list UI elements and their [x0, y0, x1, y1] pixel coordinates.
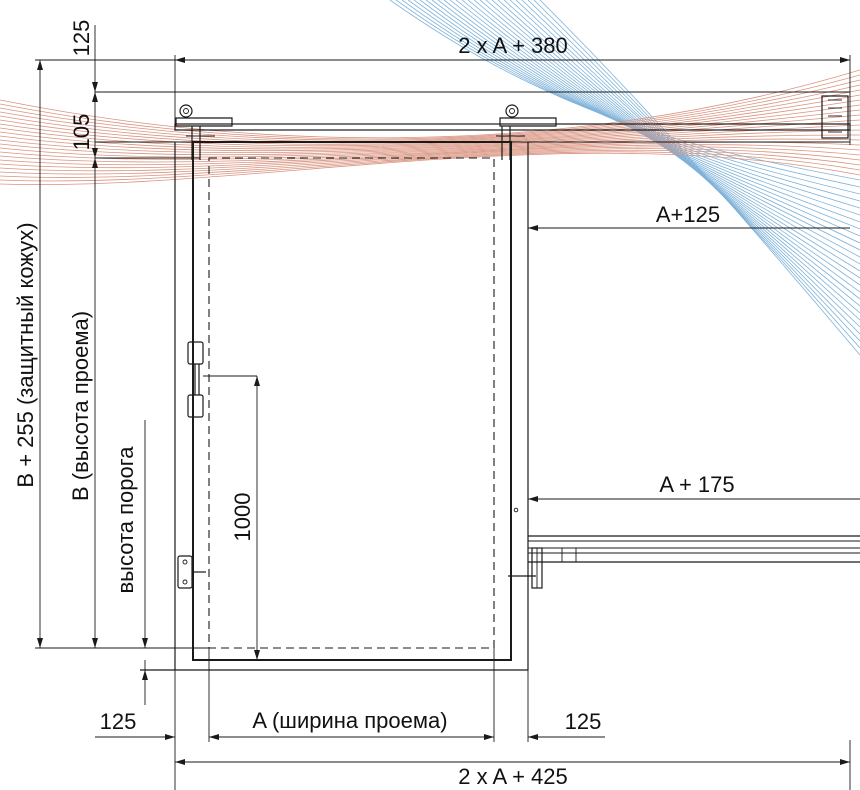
moire-line-blue — [509, 0, 860, 321]
label-right-upper: A+125 — [656, 202, 720, 227]
moire-line-red — [0, 79, 860, 141]
moire-pattern-red — [0, 69, 860, 185]
moire-line-red — [0, 129, 860, 158]
moire-pattern-blue — [389, 0, 860, 356]
moire-line-red — [0, 124, 860, 156]
floor-guide — [177, 555, 206, 589]
label-opening-width: A (ширина проема) — [252, 708, 447, 733]
floor-track — [528, 535, 860, 589]
label-cover-height: B + 255 (защитный кожух) — [13, 222, 38, 487]
moire-line-red — [0, 114, 860, 152]
label-top-total: 2 x A + 380 — [458, 33, 567, 58]
door-stopper — [508, 507, 536, 596]
door-leaf — [140, 141, 529, 671]
moire-line-red — [0, 69, 860, 139]
dimension-arrows — [37, 57, 850, 765]
moire-line-blue — [491, 0, 860, 300]
moire-line-red — [0, 134, 860, 160]
moire-line-red — [0, 99, 860, 147]
dimension-lines — [35, 25, 860, 790]
moire-line-red — [0, 104, 860, 148]
moire-line-blue — [515, 0, 860, 328]
opening-outline — [208, 157, 495, 649]
moire-line-red — [0, 152, 860, 185]
moire-line-red — [0, 89, 860, 144]
moire-line-blue — [497, 0, 860, 307]
moire-line-red — [0, 84, 860, 142]
moire-line-red — [0, 74, 860, 140]
label-bottom-right-margin: 125 — [565, 709, 602, 734]
roller-right — [496, 104, 557, 160]
moire-line-blue — [503, 0, 860, 314]
label-header-height: 105 — [69, 114, 94, 151]
moire-line-red — [0, 119, 860, 154]
moire-line-red — [0, 151, 860, 182]
label-threshold-height: высота порога — [113, 446, 138, 594]
label-top-gap: 125 — [69, 20, 94, 57]
label-opening-height: B (высота проема) — [68, 311, 93, 501]
moire-line-blue — [539, 0, 860, 356]
moire-line-red — [0, 138, 860, 163]
moire-line-blue — [533, 0, 860, 349]
moire-line-red — [0, 149, 860, 178]
label-bottom-left-margin: 125 — [100, 709, 137, 734]
door-handle — [187, 341, 204, 418]
moire-line-red — [0, 144, 860, 169]
label-right-lower: A + 175 — [659, 472, 734, 497]
moire-line-blue — [395, 0, 860, 188]
label-bottom-total: 2 x A + 425 — [458, 764, 567, 789]
moire-line-red — [0, 146, 860, 172]
moire-line-blue — [527, 0, 860, 342]
moire-line-blue — [521, 0, 860, 335]
moire-line-blue — [407, 0, 860, 202]
label-handle-height: 1000 — [230, 493, 255, 542]
moire-line-red — [0, 94, 860, 145]
